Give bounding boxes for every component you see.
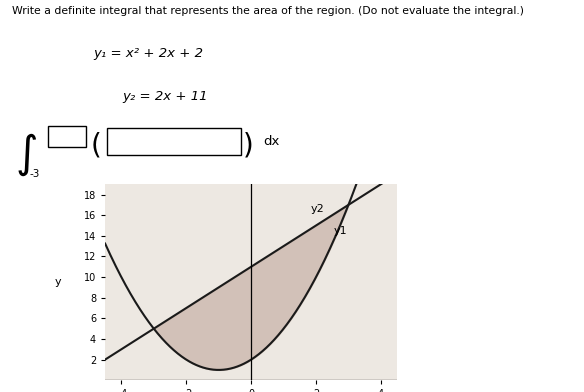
Text: $\int$: $\int$	[15, 132, 37, 178]
FancyBboxPatch shape	[107, 127, 241, 155]
Text: y2: y2	[311, 204, 325, 214]
FancyBboxPatch shape	[48, 126, 86, 147]
Text: y₁ = x² + 2x + 2: y₁ = x² + 2x + 2	[93, 47, 203, 60]
Text: y: y	[55, 277, 61, 287]
Text: y1: y1	[334, 226, 347, 236]
Text: Write a definite integral that represents the area of the region. (Do not evalua: Write a definite integral that represent…	[12, 5, 524, 16]
Text: -3: -3	[29, 169, 40, 180]
Text: (: (	[91, 132, 101, 160]
Text: y₂ = 2x + 11: y₂ = 2x + 11	[123, 90, 208, 103]
Text: ): )	[242, 132, 253, 160]
Text: dx: dx	[263, 136, 279, 149]
